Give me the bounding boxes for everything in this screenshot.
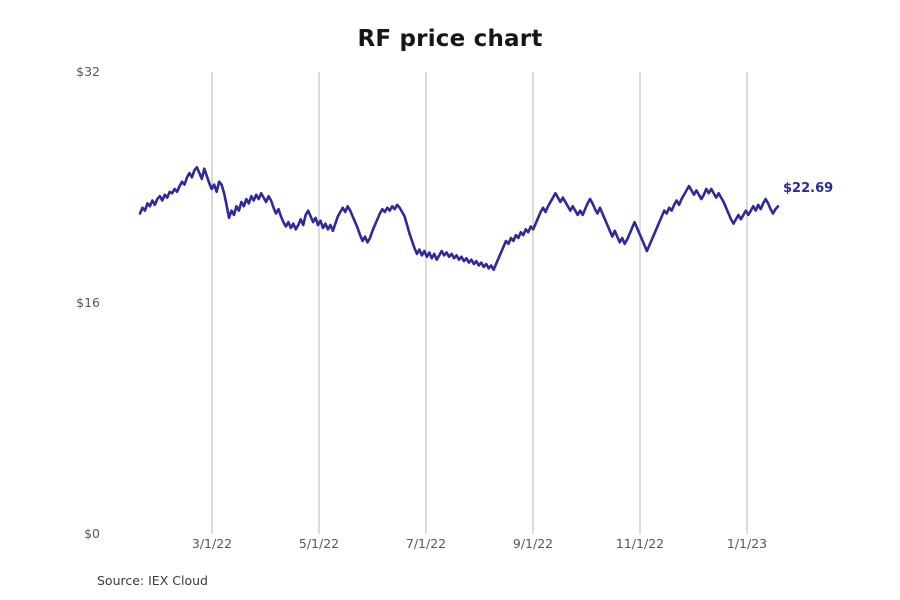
x-axis-tick-mar-2022: 3/1/22 xyxy=(191,536,233,551)
y-axis-tick-top: $32 xyxy=(76,64,100,79)
price-line-series xyxy=(138,165,780,272)
x-axis-tick-jul-2022: 7/1/22 xyxy=(405,536,447,551)
source-attribution: Source: IEX Cloud xyxy=(97,573,208,588)
gridlines xyxy=(211,72,748,534)
x-axis-tick-may-2022: 5/1/22 xyxy=(298,536,340,551)
x-axis-tick-sep-2022: 9/1/22 xyxy=(512,536,554,551)
chart-title: RF price chart xyxy=(357,26,543,52)
y-axis-tick-bottom: $0 xyxy=(84,526,100,541)
x-axis-tick-jan-2023: 1/1/23 xyxy=(726,536,768,551)
end-value-label: $22.69 xyxy=(783,181,834,197)
x-axis-tick-nov-2022: 11/1/22 xyxy=(615,536,665,551)
y-axis-tick-mid: $16 xyxy=(76,295,100,310)
